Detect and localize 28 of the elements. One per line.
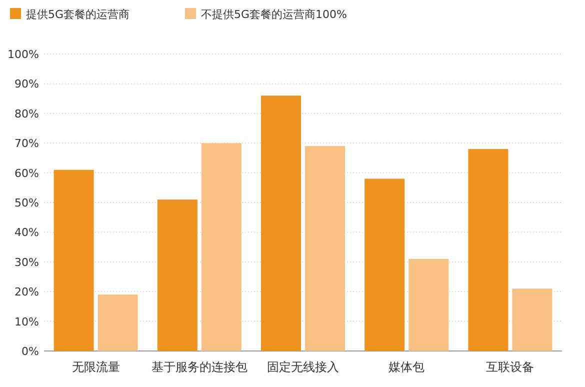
bar: [512, 288, 552, 351]
bar: [157, 200, 198, 351]
x-tick-label: 固定无线接入: [267, 360, 339, 374]
bar: [201, 143, 242, 351]
y-tick-label: 100%: [8, 48, 39, 61]
bar: [468, 149, 508, 351]
x-tick-label: 基于服务的连接包: [151, 360, 248, 374]
y-tick-label: 80%: [14, 107, 39, 120]
y-tick-label: 90%: [14, 78, 39, 91]
y-tick-label: 20%: [14, 286, 39, 299]
y-tick-label: 70%: [14, 137, 39, 150]
y-tick-label: 50%: [14, 196, 39, 210]
y-tick-label: 0%: [22, 345, 39, 358]
y-tick-label: 40%: [14, 226, 39, 240]
bar: [364, 178, 405, 351]
bar: [98, 294, 138, 351]
y-tick-label: 30%: [14, 256, 39, 269]
legend-label: 提供5G套餐的运营商: [26, 8, 130, 21]
bar: [305, 146, 345, 351]
bar: [408, 258, 449, 351]
bar: [261, 96, 301, 351]
x-tick-label: 互联设备: [486, 360, 534, 374]
legend-label: 不提供5G套餐的运营商100%: [201, 8, 347, 21]
x-tick-label: 媒体包: [388, 360, 425, 374]
y-tick-label: 10%: [14, 315, 39, 328]
x-tick-label: 无限流量: [72, 360, 120, 374]
y-tick-label: 60%: [14, 166, 39, 180]
bar: [54, 170, 94, 351]
